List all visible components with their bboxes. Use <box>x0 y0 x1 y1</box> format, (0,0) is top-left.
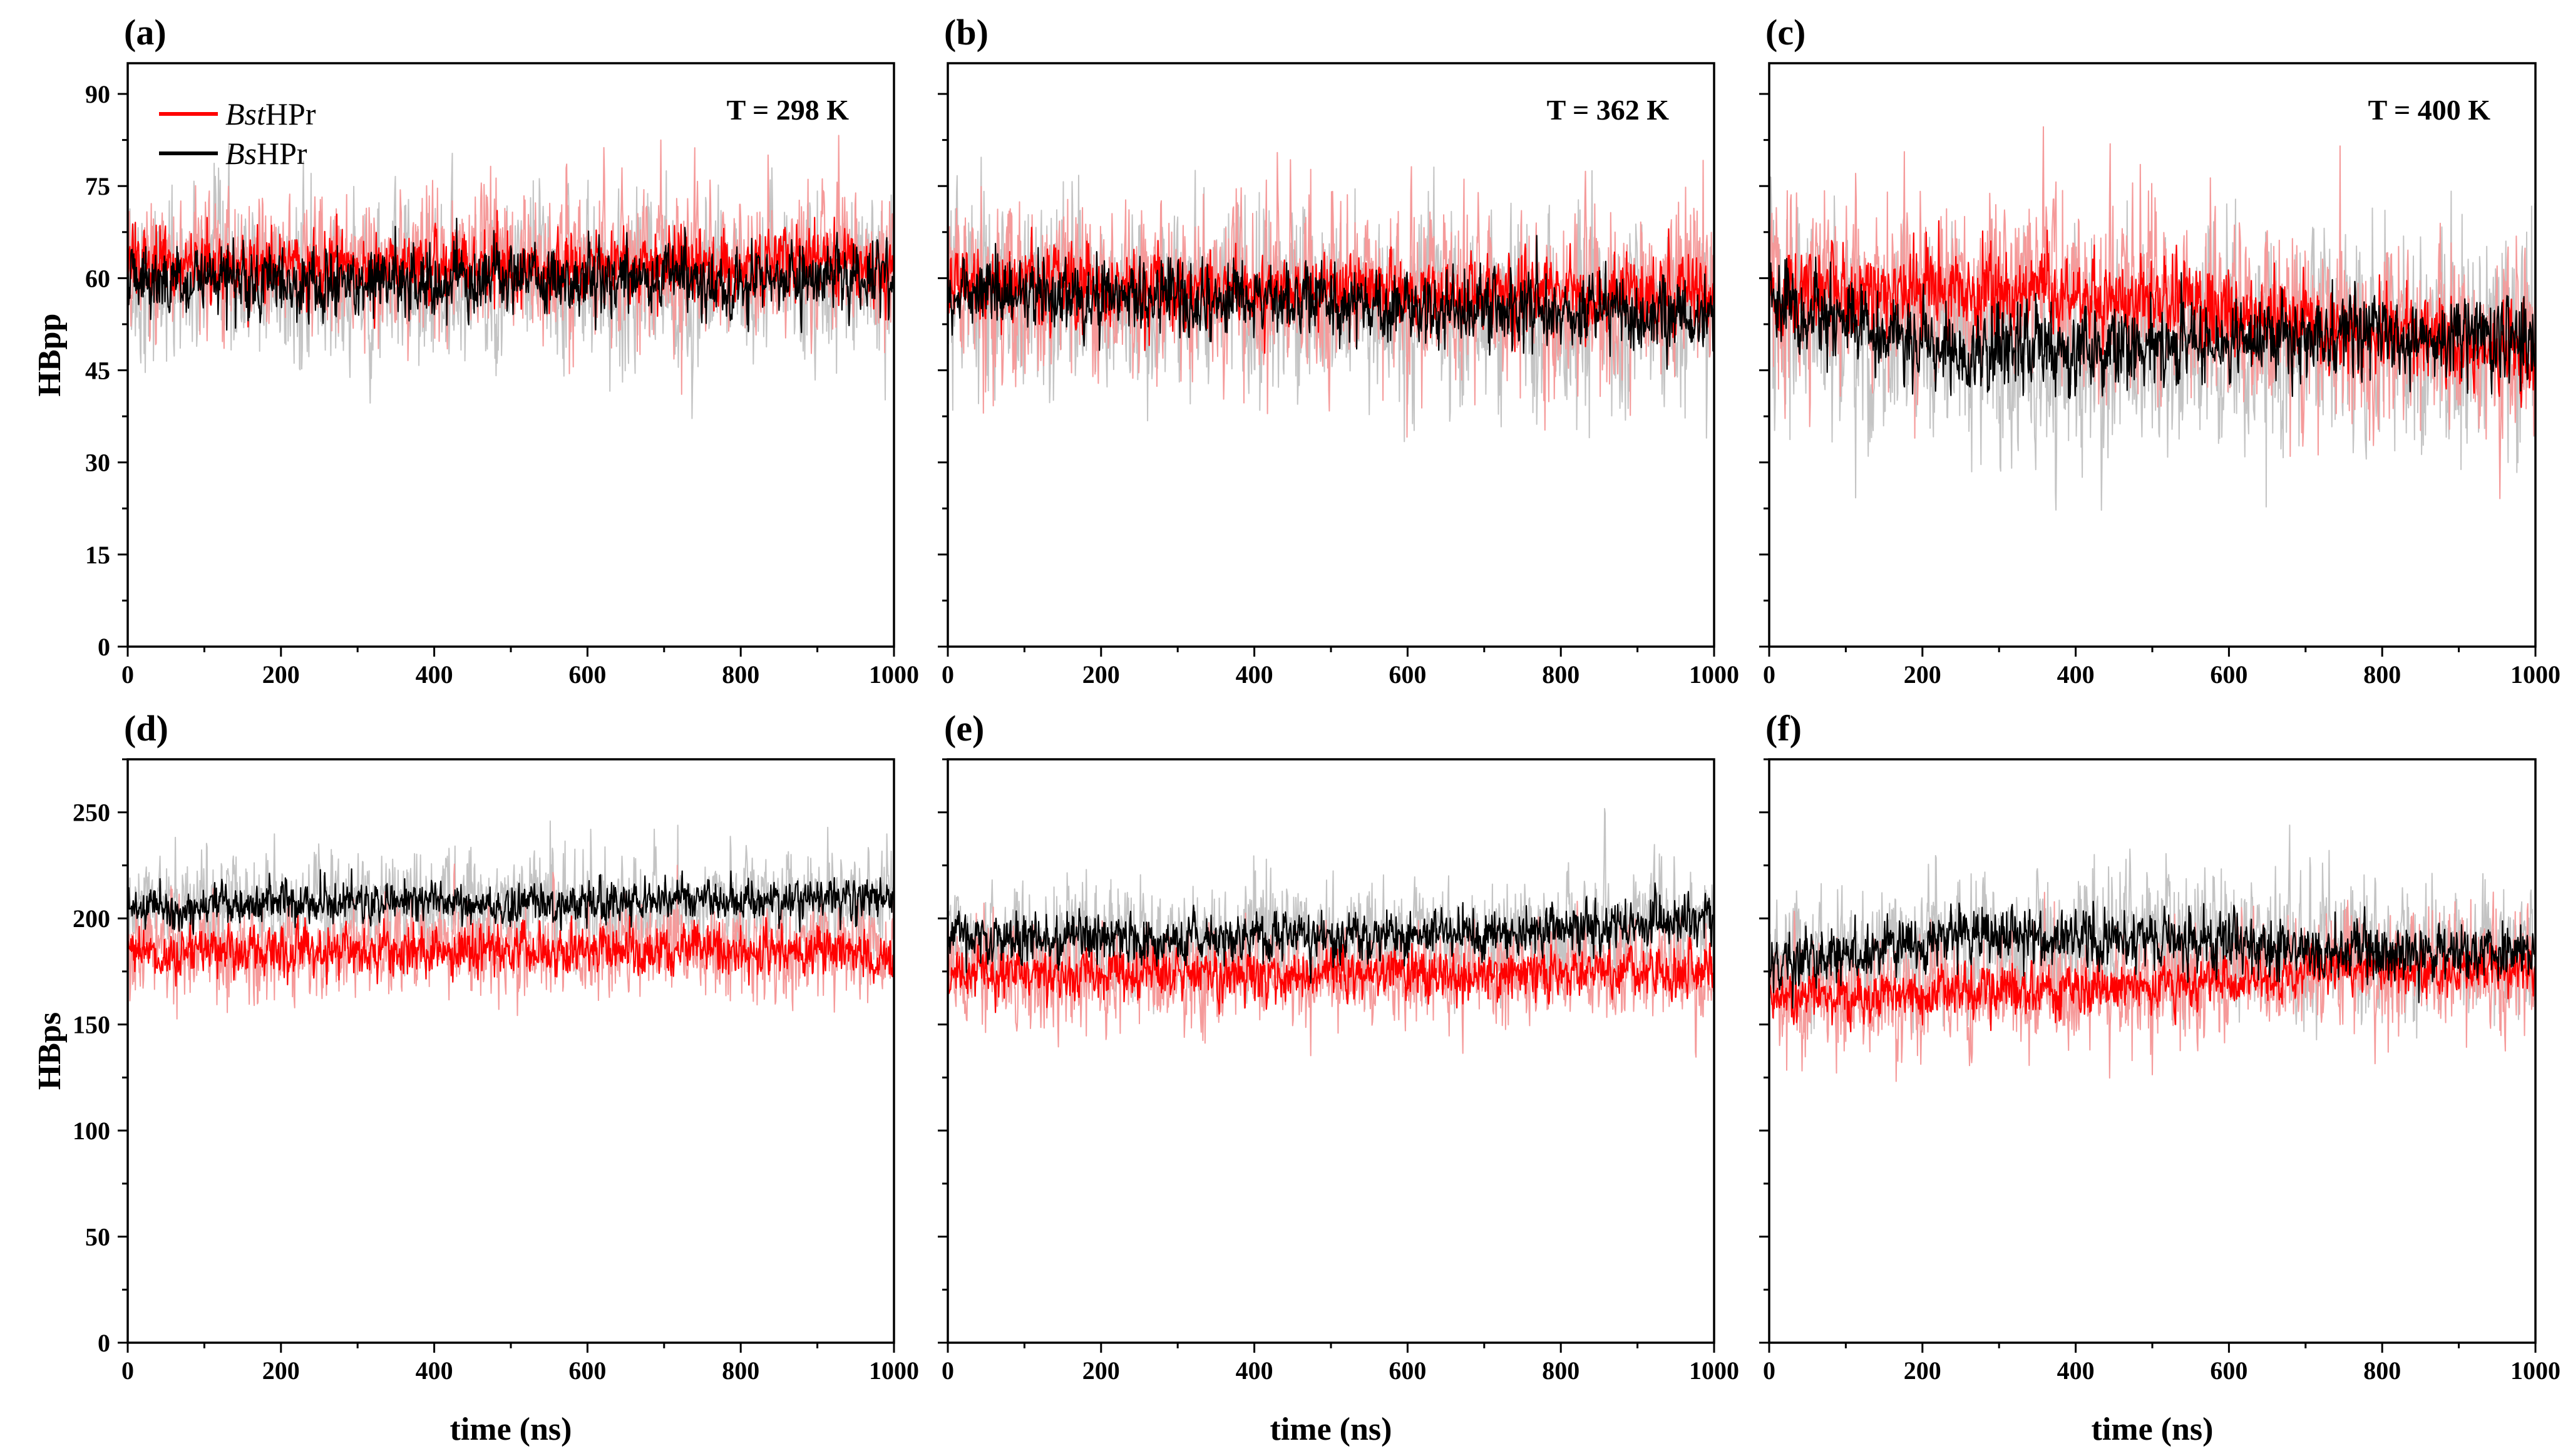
y-tick-label: 200 <box>73 905 110 933</box>
x-tick-label: 800 <box>2363 660 2401 689</box>
x-tick-label: 0 <box>942 1356 954 1385</box>
x-tick-label: 600 <box>1389 1356 1426 1385</box>
bs-hpr-light-trace-5 <box>1769 824 2535 1040</box>
x-tick-label: 400 <box>416 1356 453 1385</box>
x-tick-label: 800 <box>2363 1356 2401 1385</box>
y-tick-label: 50 <box>85 1223 110 1251</box>
bs-hpr-trace-5 <box>1769 901 2535 1009</box>
x-tick-label: 200 <box>262 1356 300 1385</box>
legend-bst-suffix: HPr <box>265 96 316 131</box>
y-tick-label: 30 <box>85 449 110 477</box>
x-tick-label: 800 <box>1542 1356 1579 1385</box>
y-tick-label: 15 <box>85 541 110 569</box>
bs-hpr-trace-0 <box>128 217 894 334</box>
legend-bs-prefix: Bs <box>225 136 257 171</box>
y-tick-label: 0 <box>98 1329 110 1357</box>
x-tick-label: 1000 <box>869 1356 919 1385</box>
x-tick-label: 600 <box>2210 1356 2247 1385</box>
plot-frame-1 <box>947 62 1715 648</box>
x-tick-label: 400 <box>1236 1356 1273 1385</box>
panel-label: (a) <box>124 12 167 53</box>
x-axis-label: time (ns) <box>450 1412 572 1447</box>
plot-frame-3 <box>126 758 895 1344</box>
x-tick-label: 400 <box>2057 660 2095 689</box>
temperature-label: T = 400 K <box>2368 94 2491 126</box>
x-tick-label: 400 <box>2057 1356 2095 1385</box>
x-tick-label: 1000 <box>2510 1356 2560 1385</box>
y-tick-label: 100 <box>73 1117 110 1145</box>
y-tick-label: 150 <box>73 1011 110 1039</box>
x-tick-label: 200 <box>1082 660 1120 689</box>
x-tick-label: 600 <box>568 660 606 689</box>
temperature-label: T = 298 K <box>727 94 850 126</box>
y-tick-label: 75 <box>85 172 110 200</box>
x-tick-label: 600 <box>2210 660 2247 689</box>
x-tick-label: 600 <box>1389 660 1426 689</box>
y-axis-label: HBps <box>32 1012 68 1090</box>
legend-bs-suffix: HPr <box>257 136 307 171</box>
plot-frame-4 <box>947 758 1715 1344</box>
x-tick-label: 0 <box>121 660 134 689</box>
y-tick-label: 60 <box>85 264 110 292</box>
y-tick-label: 90 <box>85 80 110 108</box>
legend-bs-hpr-label: BsHPr <box>225 136 307 171</box>
temperature-label: T = 362 K <box>1547 94 1670 126</box>
x-tick-label: 800 <box>722 1356 759 1385</box>
x-tick-label: 800 <box>722 660 759 689</box>
panel-label: (d) <box>124 708 168 749</box>
y-tick-label: 250 <box>73 799 110 827</box>
bs-hpr-trace-2 <box>1769 256 2535 399</box>
x-axis-label: time (ns) <box>2092 1412 2214 1447</box>
bst-hpr-trace-4 <box>948 933 1714 1015</box>
legend-bst-prefix: Bst <box>225 96 266 131</box>
x-axis-label: time (ns) <box>1270 1412 1392 1447</box>
x-tick-label: 200 <box>262 660 300 689</box>
x-tick-label: 0 <box>1763 1356 1775 1385</box>
panel-label: (b) <box>944 12 989 53</box>
x-tick-label: 200 <box>1082 1356 1120 1385</box>
x-tick-label: 0 <box>1763 660 1775 689</box>
bs-hpr-light-trace-2 <box>1769 176 2535 511</box>
legend-bst-hpr-label: BstHPr <box>225 96 316 131</box>
bst-hpr-trace-3 <box>128 911 894 987</box>
y-tick-label: 45 <box>85 357 110 385</box>
y-axis-label: HBpp <box>32 314 68 397</box>
panel-label: (e) <box>944 708 984 749</box>
bs-hpr-trace-3 <box>128 868 894 935</box>
x-tick-label: 200 <box>1904 1356 1941 1385</box>
bs-hpr-trace-1 <box>948 235 1714 370</box>
bs-hpr-trace-4 <box>948 882 1714 984</box>
x-tick-label: 0 <box>121 1356 134 1385</box>
bst-hpr-trace-1 <box>948 227 1714 354</box>
x-tick-label: 0 <box>942 660 954 689</box>
x-tick-label: 400 <box>1236 660 1273 689</box>
y-tick-label: 0 <box>98 633 110 661</box>
x-tick-label: 1000 <box>2510 660 2560 689</box>
x-tick-label: 1000 <box>869 660 919 689</box>
x-tick-label: 600 <box>568 1356 606 1385</box>
panel-label: (f) <box>1765 708 1802 749</box>
x-tick-label: 400 <box>416 660 453 689</box>
x-tick-label: 1000 <box>1689 660 1739 689</box>
x-tick-label: 200 <box>1904 660 1941 689</box>
x-tick-label: 1000 <box>1689 1356 1739 1385</box>
x-tick-label: 800 <box>1542 660 1579 689</box>
panel-label: (c) <box>1765 12 1805 53</box>
